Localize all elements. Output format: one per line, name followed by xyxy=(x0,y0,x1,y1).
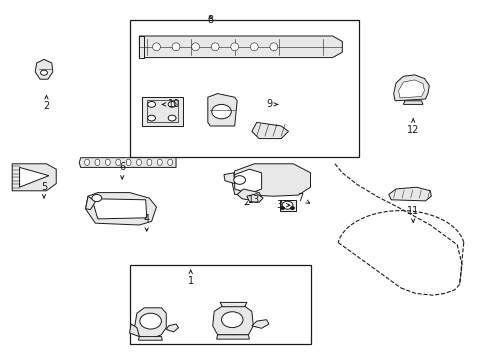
Polygon shape xyxy=(129,324,139,337)
Circle shape xyxy=(147,115,155,121)
Text: 9: 9 xyxy=(265,99,277,109)
Polygon shape xyxy=(220,302,246,307)
Polygon shape xyxy=(134,308,166,338)
Polygon shape xyxy=(85,196,95,210)
Text: 13: 13 xyxy=(244,195,260,205)
Text: 11: 11 xyxy=(406,206,419,222)
Polygon shape xyxy=(398,80,424,98)
Polygon shape xyxy=(393,75,428,101)
Ellipse shape xyxy=(136,159,141,166)
Polygon shape xyxy=(212,306,253,335)
Ellipse shape xyxy=(230,43,238,51)
Text: 3: 3 xyxy=(276,200,289,210)
Polygon shape xyxy=(139,36,144,58)
Polygon shape xyxy=(142,97,183,126)
Ellipse shape xyxy=(157,159,162,166)
Circle shape xyxy=(140,313,161,329)
Polygon shape xyxy=(246,194,263,202)
Polygon shape xyxy=(388,187,430,201)
Text: 12: 12 xyxy=(406,119,419,135)
Polygon shape xyxy=(232,164,310,196)
Circle shape xyxy=(233,176,245,184)
Text: 7: 7 xyxy=(297,193,309,203)
Circle shape xyxy=(147,102,155,107)
Circle shape xyxy=(211,104,231,119)
Circle shape xyxy=(168,115,176,121)
Bar xyxy=(129,20,359,157)
Ellipse shape xyxy=(172,43,180,51)
Polygon shape xyxy=(79,158,176,167)
Circle shape xyxy=(290,207,294,210)
Circle shape xyxy=(168,102,176,107)
Polygon shape xyxy=(216,335,249,339)
Text: 2: 2 xyxy=(43,95,49,111)
Bar xyxy=(129,265,310,344)
Ellipse shape xyxy=(152,43,160,51)
Polygon shape xyxy=(20,167,49,187)
Text: 4: 4 xyxy=(143,214,149,231)
Circle shape xyxy=(282,201,292,209)
Bar xyxy=(146,100,178,122)
Ellipse shape xyxy=(84,159,89,166)
Polygon shape xyxy=(85,193,156,225)
Ellipse shape xyxy=(191,43,199,51)
Circle shape xyxy=(41,70,47,75)
Polygon shape xyxy=(237,189,261,201)
Circle shape xyxy=(92,194,102,202)
Circle shape xyxy=(221,312,243,328)
Polygon shape xyxy=(224,173,234,184)
Polygon shape xyxy=(138,337,162,340)
Polygon shape xyxy=(251,320,268,328)
Polygon shape xyxy=(12,164,56,191)
Polygon shape xyxy=(166,324,178,332)
Text: 1: 1 xyxy=(187,270,193,286)
Text: 8: 8 xyxy=(207,15,213,25)
Polygon shape xyxy=(403,101,422,104)
Polygon shape xyxy=(92,199,146,219)
Polygon shape xyxy=(207,94,237,126)
Text: 10: 10 xyxy=(162,99,180,109)
Circle shape xyxy=(280,207,284,210)
Polygon shape xyxy=(234,169,261,194)
Ellipse shape xyxy=(250,43,258,51)
Text: 6: 6 xyxy=(119,162,125,179)
Ellipse shape xyxy=(116,159,121,166)
Ellipse shape xyxy=(105,159,110,166)
Polygon shape xyxy=(139,36,342,58)
Ellipse shape xyxy=(95,159,100,166)
Ellipse shape xyxy=(269,43,277,51)
Ellipse shape xyxy=(126,159,131,166)
Ellipse shape xyxy=(211,43,219,51)
Ellipse shape xyxy=(167,159,172,166)
Ellipse shape xyxy=(146,159,151,166)
Polygon shape xyxy=(251,122,288,139)
Polygon shape xyxy=(35,59,53,79)
Text: 5: 5 xyxy=(41,182,47,198)
Polygon shape xyxy=(279,200,295,211)
